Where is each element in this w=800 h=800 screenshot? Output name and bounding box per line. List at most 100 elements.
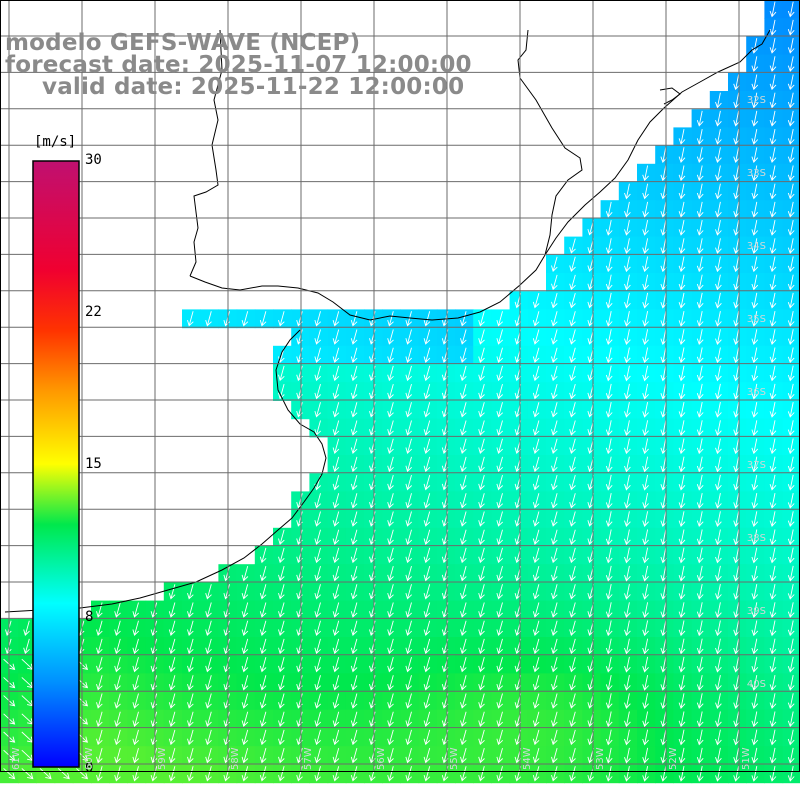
wind-arrow bbox=[423, 383, 431, 400]
wind-arrow bbox=[460, 675, 467, 691]
wind-arrow bbox=[132, 693, 140, 709]
wind-arrow bbox=[733, 365, 740, 382]
wind-arrow bbox=[605, 220, 613, 236]
wind-arrow bbox=[733, 311, 740, 327]
wind-arrow bbox=[769, 383, 777, 400]
wind-arrow bbox=[168, 729, 176, 746]
wind-arrow bbox=[751, 165, 759, 182]
wind-arrow bbox=[387, 329, 394, 345]
wind-arrow bbox=[751, 274, 759, 291]
wind-arrow bbox=[332, 584, 340, 600]
wind-arrow bbox=[733, 347, 740, 364]
wind-arrow bbox=[715, 602, 722, 618]
wind-arrow bbox=[460, 638, 467, 655]
wind-arrow bbox=[696, 311, 704, 327]
wind-arrow bbox=[569, 675, 576, 691]
wind-arrow bbox=[715, 656, 722, 673]
wind-arrow bbox=[696, 365, 704, 382]
wind-arrow bbox=[751, 420, 759, 436]
wind-arrow bbox=[660, 565, 668, 582]
wind-arrow bbox=[642, 766, 649, 782]
wind-arrow bbox=[678, 584, 686, 600]
latitude-label: 32S bbox=[746, 95, 766, 106]
wind-arrow bbox=[241, 747, 249, 764]
wind-arrow bbox=[605, 365, 613, 382]
wind-arrow bbox=[387, 547, 394, 564]
wind-arrow bbox=[751, 347, 759, 364]
wind-arrow bbox=[496, 620, 504, 636]
wind-arrow bbox=[96, 711, 103, 727]
wind-arrow bbox=[696, 274, 704, 291]
wind-arrow bbox=[332, 565, 340, 582]
wind-arrow bbox=[787, 420, 795, 436]
wind-arrow bbox=[696, 201, 704, 218]
wind-arrow bbox=[405, 383, 413, 400]
wind-arrow bbox=[660, 238, 668, 254]
wind-arrow bbox=[696, 147, 704, 163]
wind-arrow bbox=[350, 529, 358, 545]
wind-arrow bbox=[715, 584, 722, 600]
wind-arrow bbox=[751, 311, 759, 327]
wind-arrow bbox=[241, 602, 249, 618]
wind-arrow bbox=[660, 220, 668, 236]
wind-arrow bbox=[569, 529, 576, 545]
wind-arrow bbox=[532, 638, 540, 655]
wind-arrow bbox=[605, 420, 613, 436]
wind-arrow bbox=[642, 420, 649, 436]
wind-arrow bbox=[332, 420, 340, 436]
wind-arrow bbox=[715, 438, 722, 455]
wind-arrow bbox=[660, 456, 668, 473]
wind-arrow bbox=[350, 711, 358, 727]
wind-arrow bbox=[496, 493, 504, 509]
wind-arrow bbox=[205, 620, 212, 636]
wind-arrow bbox=[259, 602, 267, 618]
wind-arrow bbox=[751, 565, 759, 582]
wind-arrow bbox=[787, 165, 795, 182]
wind-arrow bbox=[751, 129, 759, 145]
wind-arrow bbox=[332, 729, 340, 746]
wind-arrow bbox=[787, 92, 795, 109]
wind-arrow bbox=[478, 383, 485, 400]
wind-arrow bbox=[569, 747, 576, 764]
wind-arrow bbox=[569, 438, 576, 454]
wind-arrow bbox=[423, 529, 431, 545]
wind-arrow bbox=[769, 656, 777, 673]
wind-arrow bbox=[405, 420, 413, 436]
wind-arrow bbox=[715, 147, 722, 163]
wind-arrow bbox=[205, 602, 212, 618]
wind-arrow bbox=[387, 456, 394, 473]
wind-arrow bbox=[96, 729, 103, 746]
wind-arrow bbox=[423, 347, 431, 363]
longitude-label: 56W bbox=[376, 747, 387, 770]
wind-arrow bbox=[332, 365, 340, 382]
wind-arrow bbox=[387, 565, 394, 582]
wind-arrow bbox=[787, 256, 795, 273]
wind-arrow bbox=[715, 311, 722, 327]
wind-arrow bbox=[642, 565, 649, 582]
wind-arrow bbox=[551, 365, 558, 382]
wind-arrow bbox=[751, 110, 759, 127]
wind-arrow bbox=[696, 547, 704, 564]
wind-arrow bbox=[642, 547, 649, 564]
wind-arrow bbox=[715, 165, 722, 182]
wind-arrow bbox=[787, 110, 795, 127]
wind-arrow bbox=[751, 438, 759, 455]
wind-arrow bbox=[532, 511, 540, 527]
longitude-label: 54W bbox=[522, 747, 533, 770]
wind-arrow bbox=[387, 383, 394, 400]
wind-arrow bbox=[387, 529, 394, 545]
wind-arrow bbox=[23, 620, 30, 636]
longitude-label: 61W bbox=[11, 747, 22, 770]
forecast-date: forecast date: 2025-11-07 12:00:00 bbox=[5, 52, 472, 78]
wind-arrow bbox=[460, 456, 467, 473]
wind-arrow bbox=[787, 747, 795, 764]
wind-arrow bbox=[787, 438, 795, 455]
wind-arrow bbox=[314, 347, 322, 363]
wind-arrow bbox=[278, 766, 285, 782]
wind-arrow bbox=[332, 675, 340, 691]
wind-arrow bbox=[460, 311, 467, 327]
wind-arrow bbox=[187, 693, 194, 709]
wind-arrow bbox=[787, 129, 795, 145]
wind-arrow bbox=[532, 347, 540, 363]
wind-arrow bbox=[423, 511, 431, 527]
